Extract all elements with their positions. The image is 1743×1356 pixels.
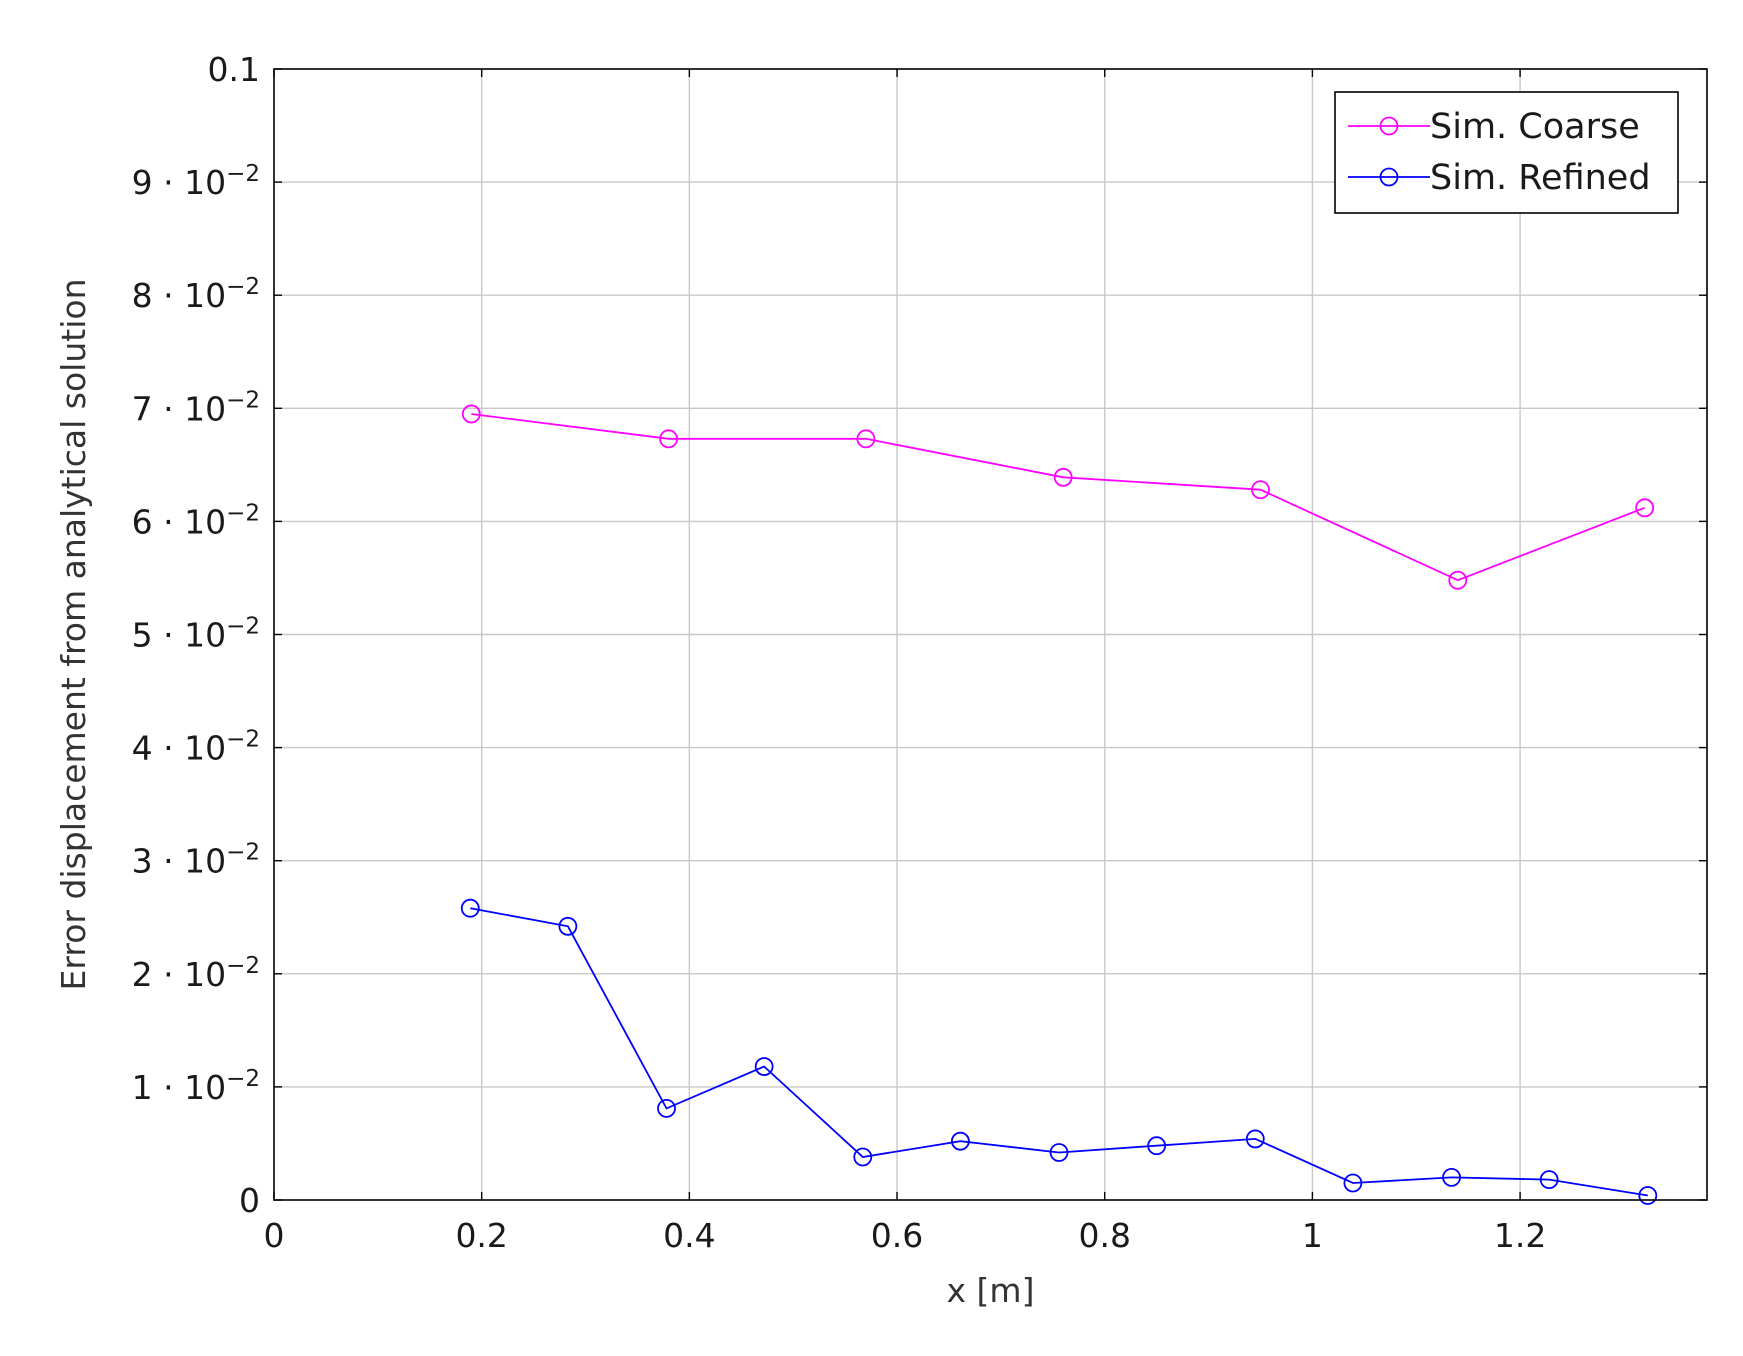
y-tick-mantissa: 6 · 10 <box>132 502 226 541</box>
data-point <box>1448 570 1468 590</box>
x-tick-label: 1.2 <box>1494 1216 1546 1255</box>
y-tick-exponent: −2 <box>226 840 260 866</box>
grid <box>274 69 1707 1200</box>
y-tick-mantissa: 0.1 <box>208 50 260 89</box>
data-point <box>460 898 480 918</box>
data-point <box>853 1147 873 1167</box>
y-tick-mantissa: 4 · 10 <box>132 729 226 768</box>
data-point <box>1251 480 1270 500</box>
data-point <box>950 1131 970 1151</box>
legend-marker <box>1379 167 1399 187</box>
data-point <box>461 404 481 424</box>
y-tick-exponent: −2 <box>226 1066 260 1092</box>
x-tick-label: 0.2 <box>455 1216 507 1255</box>
y-tick-exponent: −2 <box>226 161 260 187</box>
y-tick-exponent: −2 <box>226 727 260 753</box>
y-tick-mantissa: 0 <box>239 1181 260 1220</box>
y-tick-label: 4 · 10−2 <box>132 727 260 768</box>
legend-entry: Sim. Coarse <box>1348 107 1640 147</box>
x-tick-label: 0 <box>264 1216 285 1255</box>
legend-entry: Sim. Refined <box>1348 158 1651 198</box>
series-line <box>471 413 1646 582</box>
data-point <box>657 1098 676 1118</box>
x-tick-labels: 0 0.2 0.4 0.6 0.8 1 1.2 <box>264 1216 1547 1255</box>
legend-label: Sim. Coarse <box>1430 107 1640 147</box>
y-tick-labels: 01 · 10−22 · 10−23 · 10−24 · 10−25 · 10−… <box>132 50 260 1220</box>
series-layer <box>460 404 1658 1205</box>
data-point <box>1147 1136 1167 1156</box>
y-tick-exponent: −2 <box>226 274 260 300</box>
y-tick-mantissa: 3 · 10 <box>132 842 226 881</box>
data-point <box>754 1057 774 1076</box>
x-tick-label: 0.4 <box>663 1216 715 1255</box>
data-point <box>1245 1129 1265 1149</box>
legend: Sim. Coarse Sim. Refined <box>1334 91 1679 214</box>
y-tick-mantissa: 2 · 10 <box>132 955 226 994</box>
data-point <box>558 916 578 936</box>
y-tick-mantissa: 1 · 10 <box>132 1068 226 1107</box>
series-1 <box>461 404 1655 590</box>
data-point <box>659 429 678 449</box>
series-2 <box>460 898 1658 1205</box>
y-tick-exponent: −2 <box>226 387 260 413</box>
data-point <box>1635 498 1655 518</box>
legend-label: Sim. Refined <box>1430 158 1651 198</box>
x-tick-label: 1 <box>1302 1216 1323 1255</box>
y-tick-label: 9 · 10−2 <box>132 161 260 202</box>
legend-marker <box>1379 116 1399 136</box>
y-tick-label: 8 · 10−2 <box>132 274 260 315</box>
data-point <box>856 429 876 449</box>
y-tick-label: 7 · 10−2 <box>132 387 260 428</box>
x-tick-label: 0.6 <box>871 1216 923 1255</box>
y-tick-mantissa: 8 · 10 <box>132 276 226 315</box>
x-tick-label: 0.8 <box>1078 1216 1130 1255</box>
y-tick-exponent: −2 <box>226 614 260 640</box>
data-point <box>1442 1167 1461 1187</box>
y-tick-mantissa: 5 · 10 <box>132 616 226 655</box>
y-tick-label: 1 · 10−2 <box>132 1066 260 1107</box>
y-tick-exponent: −2 <box>226 500 260 526</box>
y-tick-label: 2 · 10−2 <box>132 953 260 994</box>
x-axis-label: x [m] <box>947 1271 1035 1310</box>
data-point <box>1343 1173 1363 1193</box>
y-tick-label: 6 · 10−2 <box>132 500 260 541</box>
data-point <box>1049 1143 1069 1162</box>
series-line <box>470 907 1648 1197</box>
y-tick-label: 0 <box>239 1181 260 1220</box>
data-point <box>1539 1170 1559 1190</box>
data-point <box>1053 467 1073 487</box>
data-point <box>1638 1186 1658 1205</box>
y-axis-label: Error displacement from analytical solut… <box>54 279 93 991</box>
y-tick-label: 5 · 10−2 <box>132 614 260 655</box>
y-tick-exponent: −2 <box>226 953 260 979</box>
y-tick-label: 0.1 <box>208 50 260 89</box>
y-tick-mantissa: 7 · 10 <box>132 389 226 428</box>
axis-ticks <box>273 68 1707 1201</box>
legend-box <box>1334 91 1679 214</box>
y-tick-label: 3 · 10−2 <box>132 840 260 881</box>
y-tick-mantissa: 9 · 10 <box>132 163 226 202</box>
